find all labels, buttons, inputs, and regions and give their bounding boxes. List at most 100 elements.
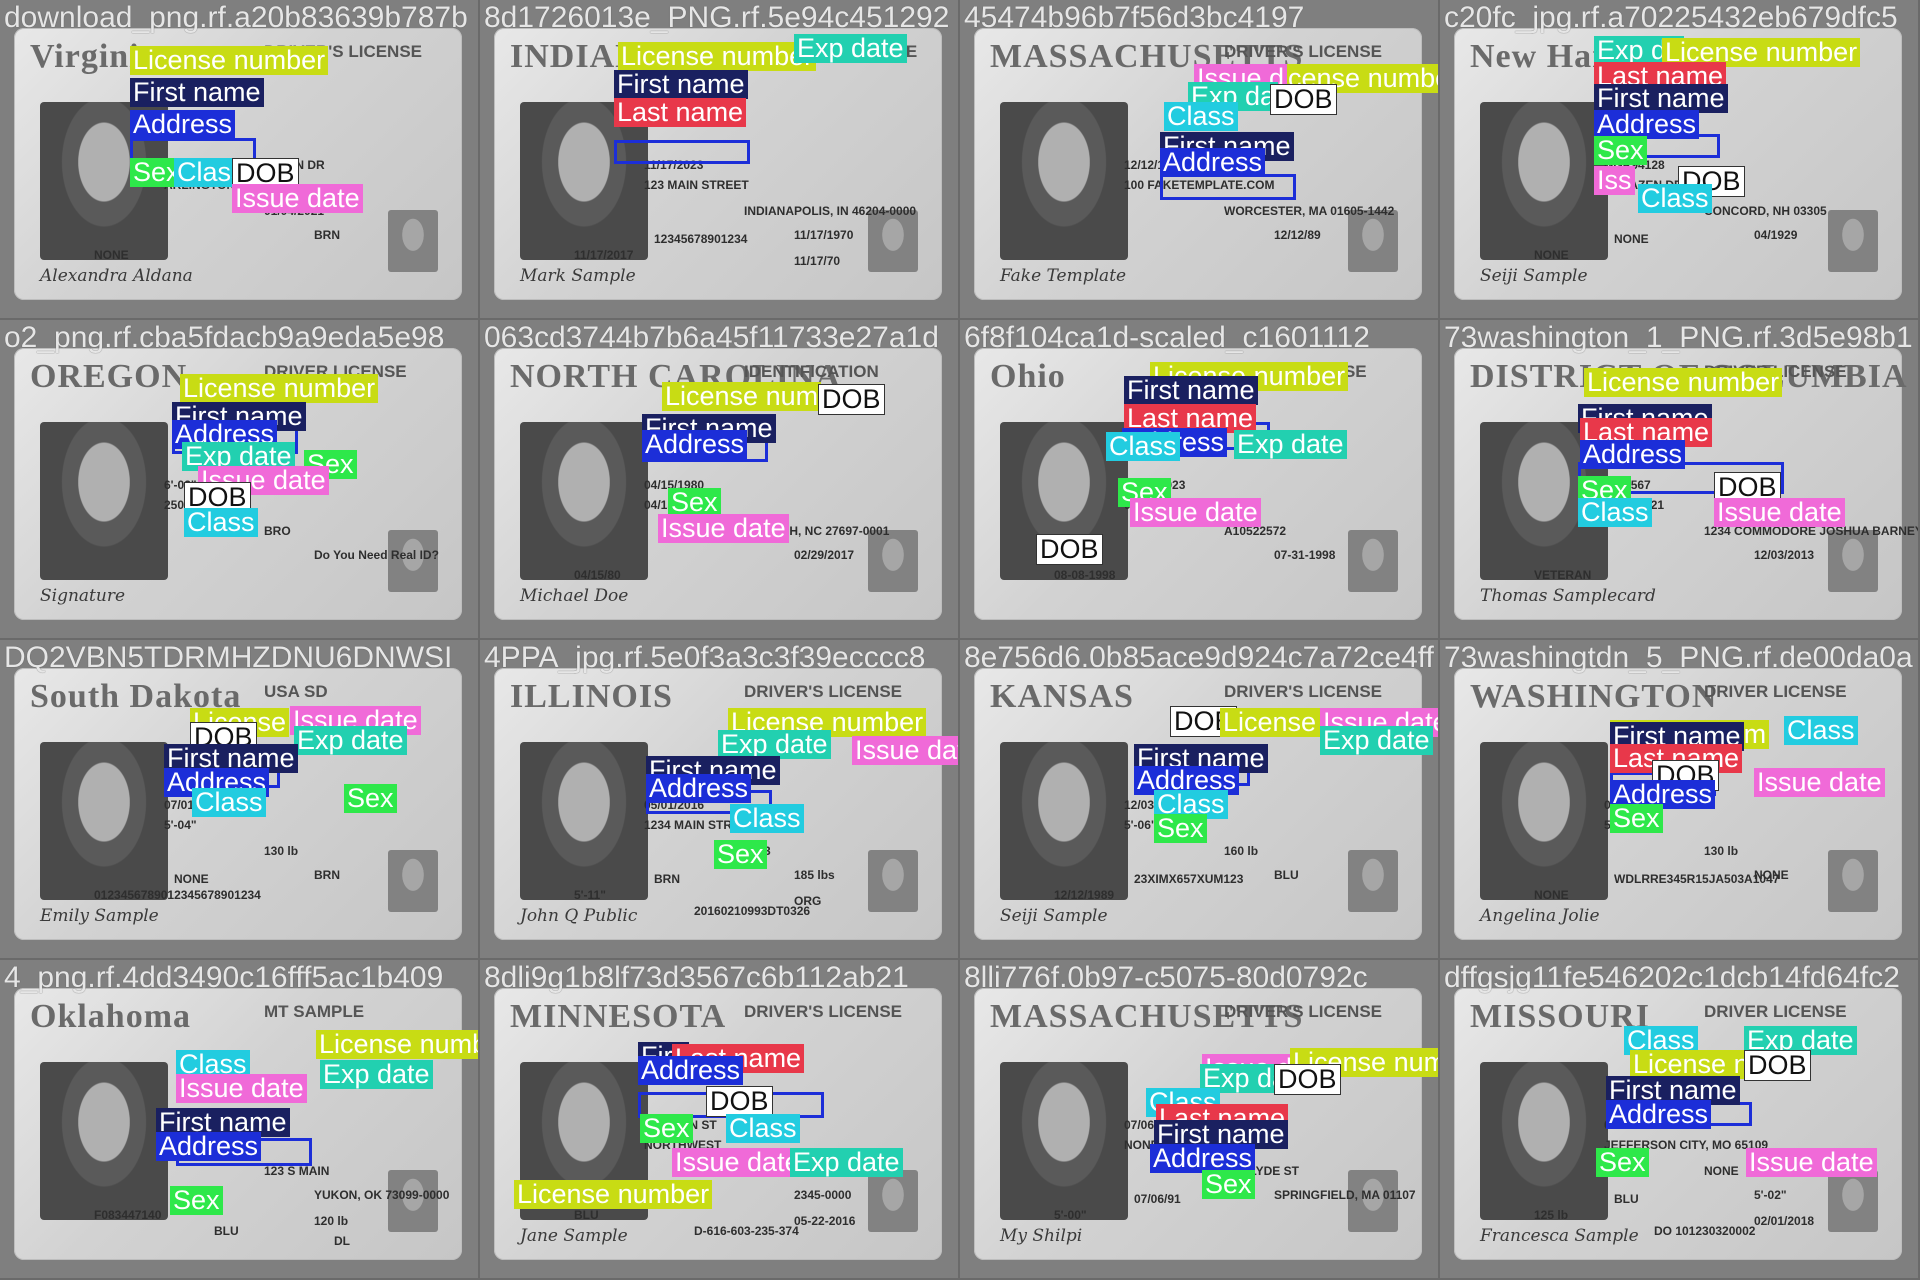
- annotation-label: Sex: [640, 1114, 693, 1143]
- annotation-label: DOB: [818, 384, 885, 415]
- annotation-label: Address: [1150, 1144, 1256, 1173]
- signature: Jane Sample: [520, 1226, 628, 1246]
- image-tile: 4PPA_jpg.rf.5e0f3a3c3f39ecccc8 ILLINOIS DR…: [480, 640, 960, 960]
- annotation-label: Issue date: [1714, 498, 1845, 527]
- signature: Emily Sample: [40, 906, 159, 926]
- card-field-text: A10522572: [1224, 524, 1287, 538]
- image-tile: 45474b96b7f56d3bc4197 MASSACHUSETTS DRIVER…: [960, 0, 1440, 320]
- image-tile: download_png.rf.a20b83639b787b Virginia DR…: [0, 0, 480, 320]
- annotation-label: First name: [646, 756, 780, 785]
- portrait-photo: [520, 742, 648, 900]
- image-tile: 6f8f104ca1d-scaled_c1601112OhioDRIVER LI…: [960, 320, 1440, 640]
- card-field-text: BLU: [1274, 868, 1299, 882]
- tile-filename: 6f8f104ca1d-scaled_c1601112: [964, 321, 1370, 354]
- card-field-text: 5'-04": [164, 818, 197, 832]
- card-field-text: 12/12/89: [1274, 228, 1321, 242]
- signature: Francesca Sample: [1480, 1226, 1639, 1246]
- annotation-label: License number: [316, 1030, 478, 1059]
- card-field-text: 5'-02": [1754, 1188, 1787, 1202]
- annotation-label: DOB: [184, 482, 251, 513]
- card-field-text: SPRINGFIELD, MA 01107: [1274, 1188, 1416, 1202]
- signature: Alexandra Aldana: [40, 266, 193, 286]
- card-field-text: BLU: [214, 1224, 239, 1238]
- annotation-label: Class: [184, 508, 258, 537]
- tile-filename: 8dli9g1b8lf73d3567c6b112ab21: [484, 961, 909, 994]
- tile-filename: 063cd3744b7b6a45f11733e27a1d: [484, 321, 939, 354]
- ghost-portrait: [1828, 850, 1878, 912]
- card-field-text: BRN: [314, 228, 340, 242]
- card-field-text: Do You Need Real ID?: [314, 548, 439, 562]
- ghost-portrait: [1828, 530, 1878, 592]
- card-field-text: BRO: [264, 524, 291, 538]
- card-field-text: 11/17/2017: [574, 248, 634, 262]
- annotation-label: Exp date: [794, 34, 907, 63]
- card-type-label: DRIVER LICENSE: [1704, 682, 1847, 701]
- image-tile: 8d1726013e_PNG.rf.5e94c451292INDIANAOPER…: [480, 0, 960, 320]
- annotation-label: Address: [1160, 148, 1266, 177]
- annotation-label: Address: [130, 110, 236, 139]
- ghost-portrait: [388, 850, 438, 912]
- annotation-label: DOB: [1270, 84, 1337, 115]
- ghost-portrait: [388, 530, 438, 592]
- card-field-text: 130 lb: [1704, 844, 1739, 858]
- annotation-label: Sex: [1154, 814, 1207, 843]
- id-card: INDIANAOPERATOR LICENSEMark Sample11/17/…: [494, 28, 942, 300]
- card-field-text: BLU: [1614, 1192, 1639, 1206]
- card-field-text: D-616-603-235-374: [694, 1224, 799, 1238]
- image-tile: 063cd3744b7b6a45f11733e27a1d NORTH CAROLI…: [480, 320, 960, 640]
- card-field-text: NONE: [1534, 248, 1569, 262]
- card-field-text: 160 lb: [1224, 844, 1259, 858]
- card-state-title: MASSACHUSETTS: [990, 998, 1304, 1035]
- card-field-text: BLU: [574, 1208, 599, 1222]
- card-field-text: 04/15/80: [574, 568, 621, 582]
- image-tile: 4_png.rf.4dd3490c16fff5ac1b409 Oklahoma MT…: [0, 960, 480, 1280]
- annotation-label: Exp date: [320, 1060, 433, 1089]
- annotation-label: Address: [1580, 440, 1686, 469]
- annotation-label: Address: [642, 430, 748, 459]
- id-card: Virginia DRIVER'S LICENSE Alexandra Aldana…: [14, 28, 462, 300]
- annotation-label: Issue date: [658, 514, 789, 543]
- tile-filename: 8e756d6.0b85ace9d924c7a72ce4ff: [964, 641, 1434, 674]
- annotation-label: Issue date: [672, 1148, 803, 1177]
- signature: Michael Doe: [520, 586, 629, 606]
- image-tile: DQ2VBN5TDRMHZDNU6DNWSI South Dakota USA SD…: [0, 640, 480, 960]
- annotation-label: DOB: [1744, 1050, 1811, 1081]
- card-field-text: WDLRRE345R15JA503A1047: [1614, 872, 1780, 886]
- card-state-title: MISSOURI: [1470, 998, 1650, 1035]
- annotation-label: Sex: [344, 784, 397, 813]
- card-type-label: IDENTIFICATION: [744, 362, 879, 381]
- annotation-label: DOB: [1036, 534, 1103, 565]
- portrait-photo: [1000, 1062, 1128, 1220]
- annotation-label: DOB: [1714, 472, 1781, 503]
- id-card: DISTRICT OF COLUMBIADRIVER LICENSEThomas…: [1454, 348, 1918, 620]
- annotation-label: Exp date: [1234, 430, 1347, 459]
- card-field-text: BRN: [654, 872, 680, 886]
- card-field-text: 02/29/2017: [794, 548, 855, 562]
- signature: Signature: [40, 586, 126, 606]
- ghost-portrait: [868, 530, 918, 592]
- card-field-text: NONE: [174, 872, 209, 886]
- annotation-label: Class: [1164, 102, 1238, 131]
- card-field-text: 07/06/91: [1134, 1192, 1181, 1206]
- signature: Seiji Sample: [1480, 266, 1588, 286]
- card-field-text: YUKON, OK 73099-0000: [314, 1188, 450, 1202]
- id-card: MASSACHUSETTS DRIVER'S LICENSE Fake Templa…: [974, 28, 1438, 300]
- annotation-label: Sex: [130, 158, 183, 187]
- annotation-label: License number: [514, 1180, 713, 1209]
- annotation-label: Sex: [170, 1186, 223, 1215]
- annotation-label: License n: [1630, 1050, 1752, 1079]
- card-field-text: ORG: [794, 894, 822, 908]
- annotation-label: DOB: [232, 158, 299, 189]
- annotation-label: Address: [638, 1056, 744, 1085]
- signature: Mark Sample: [520, 266, 636, 286]
- card-type-label: DRIVER LICENSE: [1704, 1002, 1847, 1021]
- annotation-label: License number: [1584, 368, 1783, 397]
- annotation-label: Exp da: [1200, 1064, 1291, 1093]
- annotation-label: Class: [1578, 498, 1652, 527]
- card-field-text: 123 MAIN STREET: [644, 178, 749, 192]
- annotation-label: License num: [662, 382, 822, 411]
- card-field-text: 02/01/2018: [1754, 1214, 1815, 1228]
